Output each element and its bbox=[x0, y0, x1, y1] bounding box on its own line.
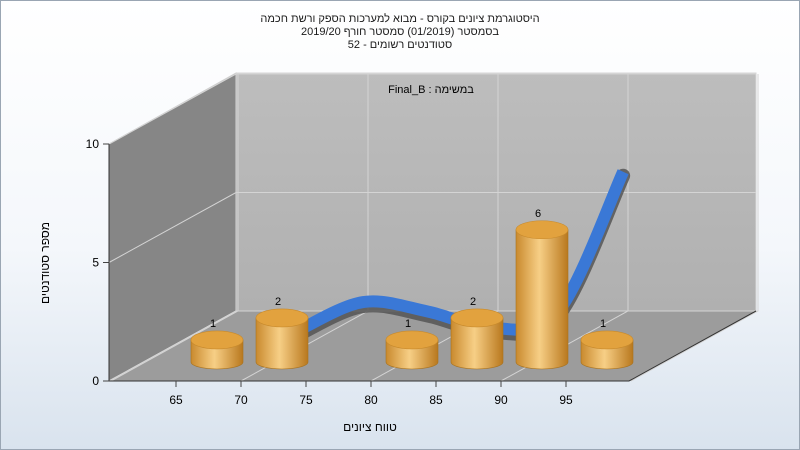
bar-top bbox=[255, 308, 309, 328]
bar-top bbox=[190, 330, 244, 350]
bar-value-label: 1 bbox=[405, 318, 411, 330]
bar-top bbox=[385, 330, 439, 350]
data-labels: 1 2 1 2 6 1 bbox=[210, 208, 606, 330]
bar-70 bbox=[255, 308, 309, 370]
bars bbox=[190, 220, 634, 370]
chart-title-line-1: היסטוגרמת ציונים בקורס - מבוא למערכות הס… bbox=[260, 13, 540, 25]
bar-value-label: 2 bbox=[470, 296, 476, 308]
x-tick-label: 70 bbox=[234, 393, 248, 407]
x-tick-label: 90 bbox=[494, 393, 508, 407]
bar-top bbox=[580, 330, 634, 350]
y-axis-label: מספר סטודנטים bbox=[38, 222, 52, 304]
chart-title-line-3: סטודנטים רשומים - 52 bbox=[347, 39, 453, 51]
bar-85 bbox=[450, 308, 504, 370]
x-tick-label: 75 bbox=[299, 393, 313, 407]
y-tick-label: 10 bbox=[86, 137, 100, 151]
y-tick-label: 5 bbox=[92, 256, 99, 270]
y-gridline bbox=[108, 310, 756, 382]
bar-65 bbox=[190, 330, 244, 370]
bar-value-label: 2 bbox=[275, 296, 281, 308]
axes: 0 5 10 65 70 75 80 85 90 95 bbox=[86, 137, 757, 407]
chart-title-line-2: בסמסטר (01/2019) סמסטר חורף 2019/20 bbox=[300, 26, 500, 38]
bar-body bbox=[255, 317, 309, 370]
x-axis-label: טווח ציונים bbox=[343, 420, 397, 434]
y-tick-label: 0 bbox=[92, 374, 99, 388]
x-tick-label: 95 bbox=[559, 393, 573, 407]
gridlines bbox=[108, 73, 759, 382]
chart-annotation: במשימה : Final_B bbox=[388, 84, 474, 96]
bar-top bbox=[515, 220, 569, 240]
x-tick-label: 80 bbox=[364, 393, 378, 407]
bar-95 bbox=[580, 330, 634, 370]
bar-body bbox=[515, 229, 569, 370]
bar-body bbox=[450, 317, 504, 370]
x-gridline bbox=[110, 74, 239, 382]
floor-edge bbox=[628, 310, 757, 382]
bar-value-label: 6 bbox=[535, 208, 541, 220]
bar-80 bbox=[385, 330, 439, 370]
bar-90 bbox=[515, 220, 569, 370]
x-tick-label: 85 bbox=[429, 393, 443, 407]
bar-top bbox=[450, 308, 504, 328]
x-tick-label: 65 bbox=[169, 393, 183, 407]
bar-value-label: 1 bbox=[210, 318, 216, 330]
y-gridline bbox=[108, 192, 756, 263]
x-gridline bbox=[630, 74, 759, 382]
bar-value-label: 1 bbox=[600, 318, 606, 330]
y-gridline bbox=[108, 73, 756, 145]
